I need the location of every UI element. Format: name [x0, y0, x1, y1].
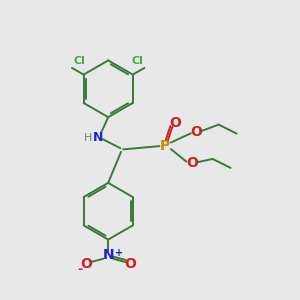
Text: O: O — [125, 257, 136, 271]
Text: O: O — [190, 125, 202, 139]
Text: N: N — [102, 248, 114, 262]
Text: Cl: Cl — [131, 56, 143, 66]
Text: P: P — [160, 139, 170, 152]
Text: N: N — [93, 131, 103, 144]
Text: O: O — [169, 116, 181, 130]
Text: +: + — [115, 248, 123, 258]
Text: O: O — [186, 156, 198, 170]
Text: O: O — [80, 257, 92, 271]
Text: Cl: Cl — [74, 56, 86, 66]
Text: -: - — [77, 263, 83, 276]
Text: H: H — [84, 134, 92, 143]
